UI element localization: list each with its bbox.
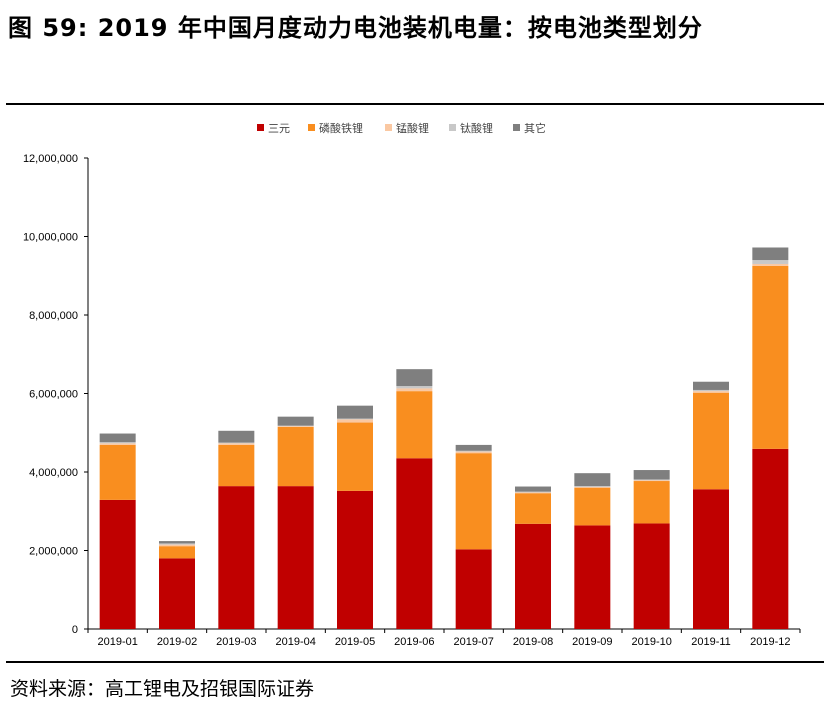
bar-segment	[574, 486, 611, 488]
legend-label: 其它	[524, 121, 546, 135]
legend-swatch	[449, 124, 456, 131]
x-tick-label: 2019-01	[97, 636, 137, 648]
bar-segment	[277, 486, 314, 629]
source-note: 资料来源：高工锂电及招银国际证券	[10, 678, 315, 700]
bar-segment	[574, 486, 611, 487]
x-tick-label: 2019-07	[453, 636, 493, 648]
bar-segment	[693, 389, 729, 392]
bar-segment	[633, 481, 670, 524]
x-tick-label: 2019-02	[157, 636, 197, 648]
bar-segment	[218, 443, 255, 445]
y-tick-label: 0	[72, 624, 78, 636]
bar-segment	[515, 523, 551, 629]
y-tick-label: 4,000,000	[29, 467, 78, 479]
bar-segment	[218, 486, 255, 629]
bar-segment	[277, 426, 314, 427]
bar-segment	[218, 442, 255, 444]
legend-swatch	[513, 124, 520, 131]
bar-segment	[396, 391, 433, 459]
bar-segment	[99, 433, 136, 443]
figure-title: 图 59: 2019 年中国月度动力电池装机电量：按电池类型划分	[8, 14, 703, 42]
bar-segment	[633, 479, 670, 481]
x-tick-label: 2019-03	[216, 636, 256, 648]
bar-segment	[159, 546, 195, 559]
bar-segment	[337, 419, 373, 423]
bar-segment	[337, 405, 373, 419]
bar-segment	[396, 386, 433, 389]
bar-segment	[337, 422, 373, 491]
bar-segment	[159, 541, 195, 544]
bar-segment	[455, 444, 492, 451]
x-tick-label: 2019-09	[572, 636, 612, 648]
bar-segment	[337, 490, 373, 629]
title-divider	[6, 103, 824, 105]
bar-segment	[752, 263, 789, 266]
bar-segment	[99, 444, 136, 500]
x-tick-label: 2019-10	[631, 636, 671, 648]
bar-segment	[693, 391, 729, 393]
bar-segment	[633, 470, 670, 480]
bar-segment	[218, 444, 255, 487]
y-tick-label: 8,000,000	[29, 310, 78, 322]
bar-segment	[455, 451, 492, 454]
x-tick-label: 2019-11	[691, 636, 731, 648]
bar-segment	[455, 453, 492, 550]
legend-label: 钛酸锂	[460, 121, 493, 135]
legend-swatch	[385, 124, 392, 131]
bar-segment	[159, 543, 195, 545]
bar-segment	[277, 416, 314, 426]
bar-segment	[752, 448, 789, 629]
bar-segment	[396, 369, 433, 387]
bar-segment	[337, 418, 373, 420]
bar-segment	[159, 558, 195, 629]
bar-segment	[515, 492, 551, 494]
bar-segment	[455, 549, 492, 629]
bar-segment	[515, 493, 551, 524]
bar-segment	[277, 426, 314, 487]
bar-segment	[515, 486, 551, 492]
legend-swatch	[257, 124, 264, 131]
bar-segment	[693, 489, 729, 629]
bar-segment	[574, 473, 611, 487]
bar-segment	[396, 458, 433, 629]
legend-label: 三元	[268, 122, 290, 135]
y-tick-label: 6,000,000	[29, 389, 78, 401]
bar-segment	[633, 480, 670, 482]
x-tick-label: 2019-05	[335, 636, 375, 648]
bar-segment	[396, 388, 433, 392]
bar-segment	[218, 430, 255, 443]
legend-swatch	[308, 124, 315, 131]
x-tick-label: 2019-12	[750, 636, 790, 648]
footer-divider	[6, 661, 824, 663]
bar-segment	[99, 442, 136, 444]
x-tick-label: 2019-04	[275, 636, 315, 648]
bar-segment	[693, 381, 729, 390]
bar-segment	[99, 443, 136, 445]
bar-segment	[99, 499, 136, 629]
x-tick-label: 2019-06	[394, 636, 434, 648]
y-tick-label: 12,000,000	[23, 153, 78, 165]
bar-segment	[752, 260, 789, 264]
bar-segment	[455, 450, 492, 452]
bar-segment	[574, 525, 611, 629]
bar-segment	[159, 544, 195, 547]
bar-segment	[752, 265, 789, 449]
bar-segment	[693, 392, 729, 490]
bar-segment	[633, 523, 670, 629]
bar-segment	[574, 487, 611, 526]
bar-segment	[515, 491, 551, 493]
bar-segment	[752, 247, 789, 261]
x-tick-label: 2019-08	[513, 636, 553, 648]
legend-label: 锰酸锂	[396, 121, 429, 135]
y-tick-label: 10,000,000	[23, 232, 78, 244]
y-tick-label: 2,000,000	[29, 546, 78, 558]
legend-label: 磷酸铁锂	[319, 121, 363, 135]
